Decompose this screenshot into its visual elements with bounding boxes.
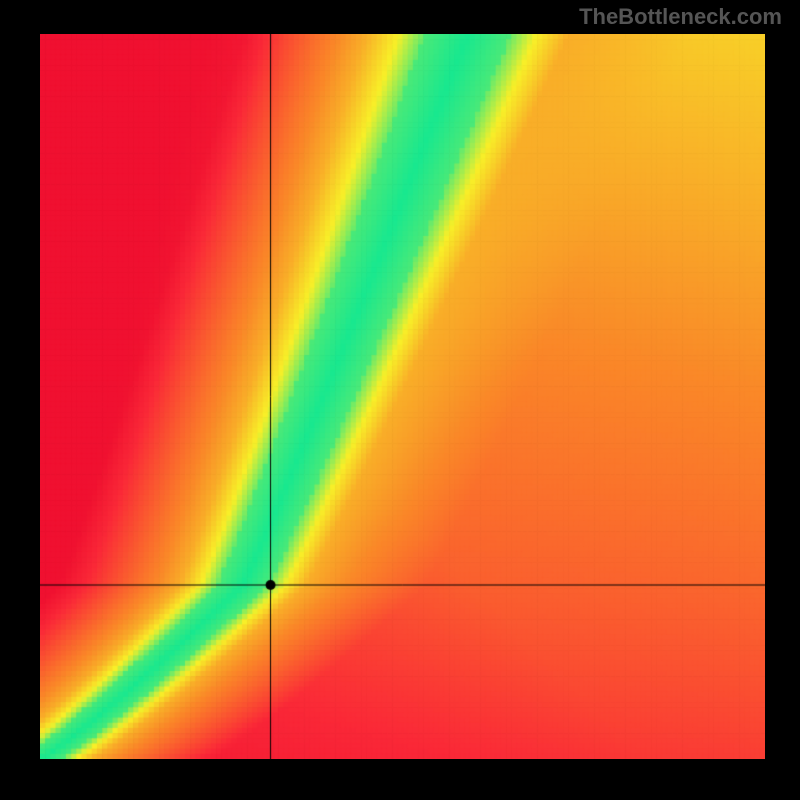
- watermark-text: TheBottleneck.com: [579, 4, 782, 30]
- heatmap-canvas: [40, 34, 765, 759]
- bottleneck-heatmap: [40, 34, 765, 759]
